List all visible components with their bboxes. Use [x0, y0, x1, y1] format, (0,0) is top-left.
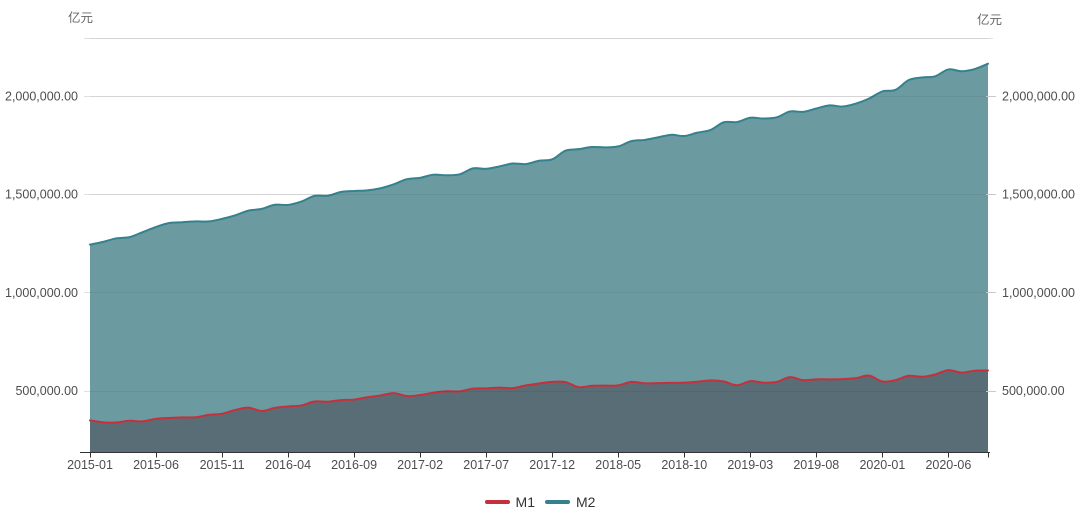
x-tick-label: 2017-07	[463, 458, 509, 472]
y-tick-label-left: 2,000,000.00	[5, 89, 78, 103]
m2-line-swatch	[545, 500, 570, 504]
legend-item-m1[interactable]: M1	[484, 494, 535, 510]
series-area-m2	[90, 63, 988, 452]
y-tick-label-left: 1,500,000.00	[5, 188, 78, 202]
y-tick-label-right: 2,000,000.00	[1002, 89, 1075, 103]
y-tick-label-right: 1,000,000.00	[1002, 286, 1075, 300]
legend-label-m2: M2	[576, 494, 596, 510]
series-area-m1	[90, 370, 988, 452]
x-tick-label: 2015-11	[200, 458, 245, 472]
series-line-m1	[89, 369, 989, 424]
x-tick-label: 2017-02	[397, 458, 443, 472]
legend-item-m2[interactable]: M2	[545, 494, 595, 510]
y-tick-label-right: 1,500,000.00	[1002, 188, 1075, 202]
legend: M1 M2	[0, 494, 1080, 510]
x-tick-label: 2018-10	[661, 458, 707, 472]
x-tick-label: 2019-03	[727, 458, 773, 472]
x-tick-label: 2017-12	[529, 458, 575, 472]
m1-line-swatch	[484, 500, 510, 504]
x-tick-label: 2015-01	[67, 458, 113, 472]
series-line-m2	[89, 62, 989, 246]
y-axis-unit-left: 亿元	[68, 11, 94, 25]
x-tick-label: 2016-09	[331, 458, 377, 472]
legend-label-m1: M1	[515, 494, 535, 510]
y-axis-unit-right: 亿元	[977, 13, 1003, 27]
x-tick-label: 2018-05	[595, 458, 641, 472]
y-tick-label-right: 500,000.00	[1002, 384, 1065, 398]
x-tick-label: 2016-04	[265, 458, 311, 472]
x-tick-label: 2020-06	[925, 458, 971, 472]
x-tick-label: 2020-01	[859, 458, 905, 472]
y-tick-label-left: 500,000.00	[15, 384, 78, 398]
x-tick-label: 2015-06	[133, 458, 179, 472]
y-tick-label-left: 1,000,000.00	[5, 286, 78, 300]
x-tick-label: 2019-08	[793, 458, 839, 472]
